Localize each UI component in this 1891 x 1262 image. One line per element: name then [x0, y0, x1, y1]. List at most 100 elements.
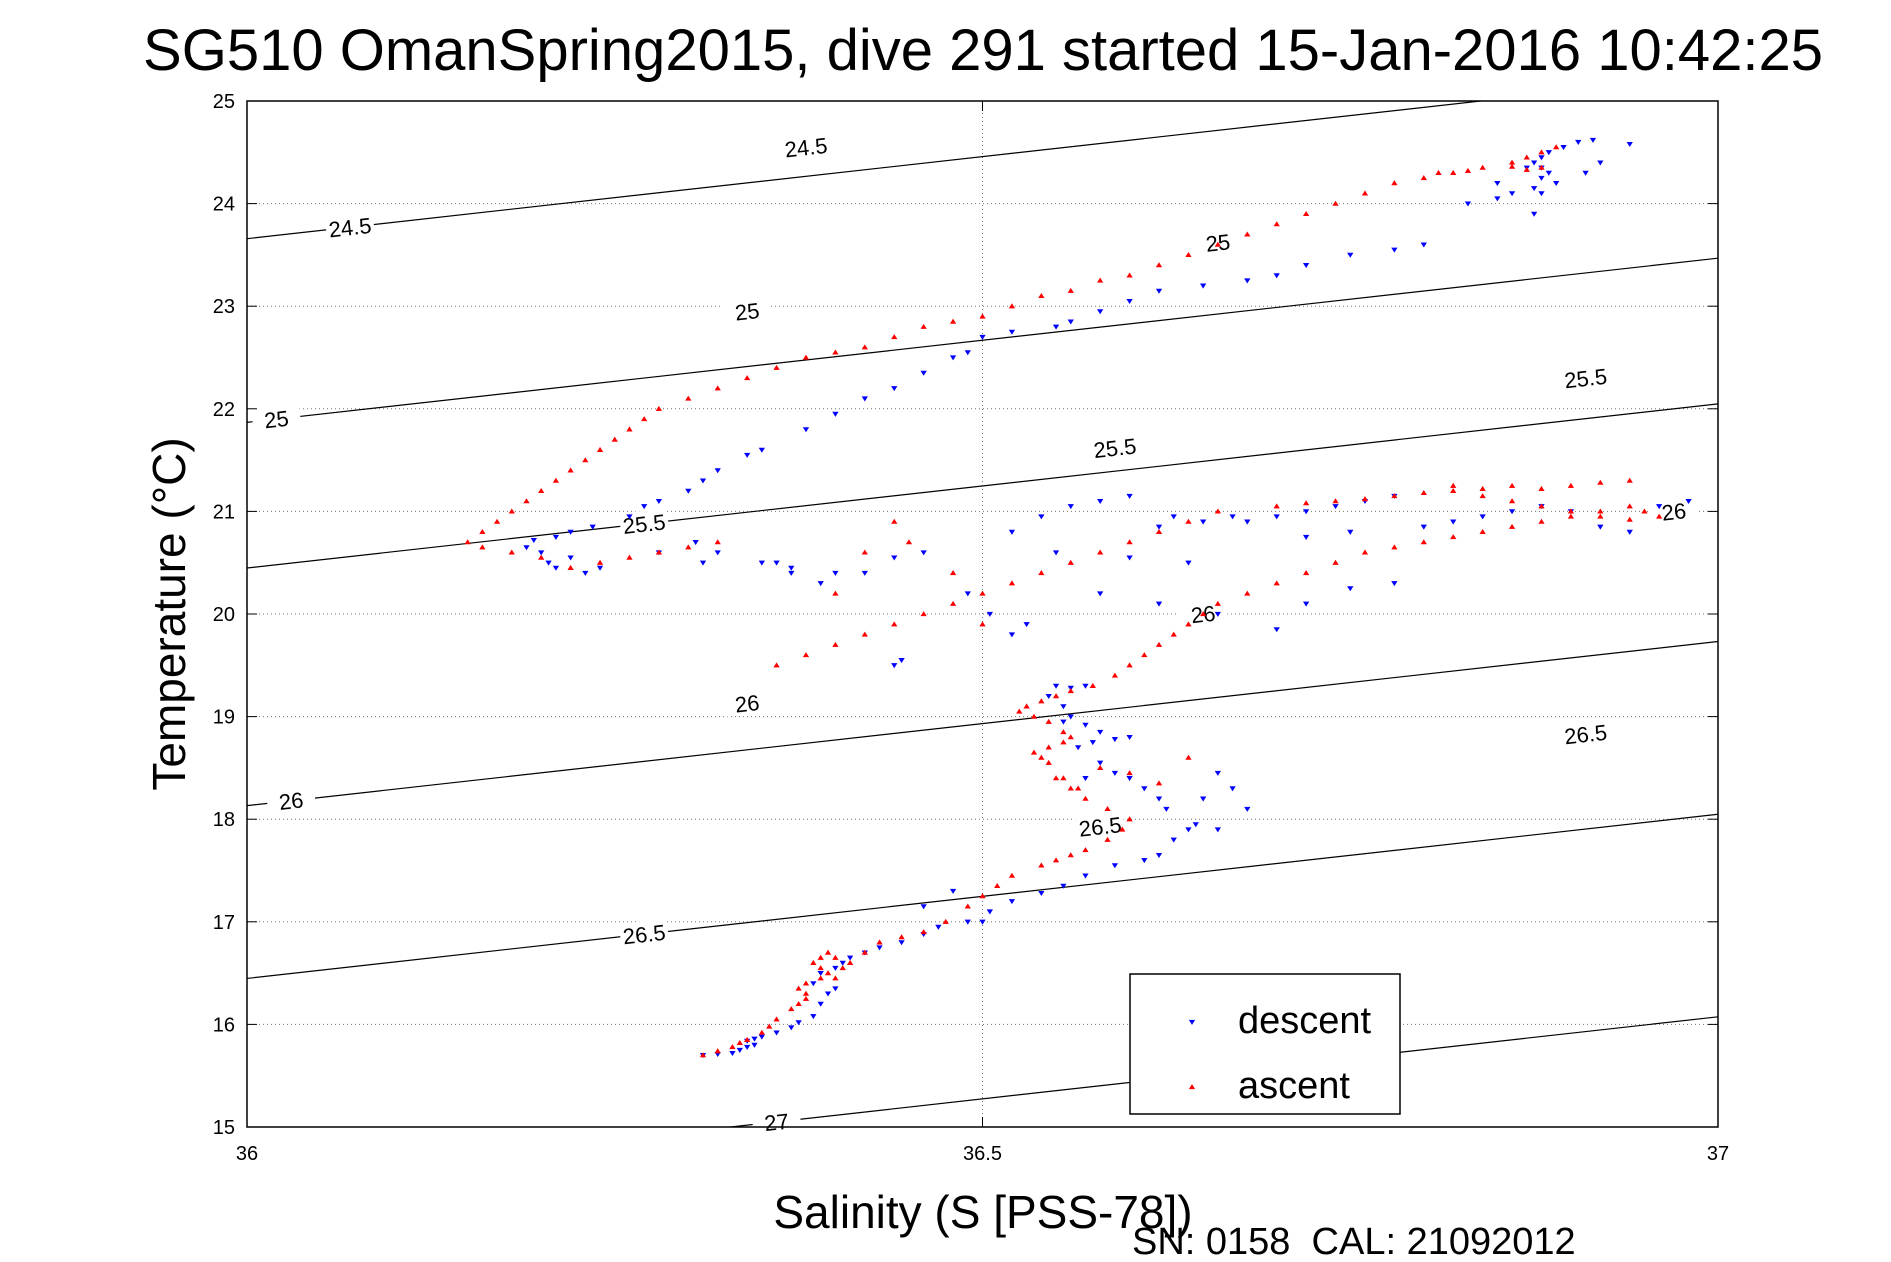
- descent-point: [1111, 737, 1119, 743]
- descent-point: [920, 550, 927, 556]
- ascent-point: [817, 975, 824, 981]
- descent-point: [979, 919, 986, 925]
- descent-point: [1111, 863, 1119, 869]
- ascent-point: [1361, 190, 1369, 196]
- ascent-point: [1450, 169, 1457, 175]
- descent-point: [1450, 519, 1457, 525]
- ascent-point: [1244, 590, 1251, 596]
- ascent-point: [1508, 482, 1516, 488]
- ascent-point: [1126, 816, 1133, 822]
- descent-point: [1060, 883, 1067, 889]
- ascent-point: [1126, 662, 1133, 668]
- ascent-point: [1045, 744, 1052, 750]
- ascent-point: [1038, 754, 1045, 760]
- ascent-point: [567, 467, 574, 473]
- density-contour-label: 26: [265, 785, 317, 815]
- ascent-point: [1214, 241, 1222, 247]
- ascent-point: [1804, 160, 1809, 164]
- ascent-point: [1420, 490, 1427, 496]
- descent-point: [758, 560, 765, 566]
- descent-point: [1538, 155, 1545, 161]
- descent-point: [523, 545, 530, 551]
- descent-point: [1008, 329, 1016, 335]
- legend-marker-triangle-down: [1188, 1019, 1196, 1025]
- descent-point: [641, 504, 648, 510]
- density-contour-label-text: 25: [263, 406, 290, 434]
- ascent-point: [641, 416, 648, 422]
- ascent-point: [1567, 508, 1575, 514]
- ascent-point: [1067, 785, 1074, 791]
- ascent-point: [758, 1029, 765, 1035]
- descent-point: [832, 411, 839, 417]
- ascent-point: [1067, 559, 1074, 565]
- descent-point: [861, 396, 868, 402]
- ascent-point: [1126, 770, 1133, 776]
- descent-point: [964, 919, 971, 925]
- ascent-point: [1089, 682, 1096, 688]
- descent-point: [861, 570, 868, 576]
- descent-point: [1185, 827, 1192, 833]
- ascent-point: [1302, 500, 1310, 506]
- descent-point: [1597, 524, 1604, 530]
- ascent-point: [1082, 795, 1089, 801]
- ascent-point: [979, 313, 986, 319]
- density-contour-label-bg: [265, 785, 317, 815]
- ascent-point: [1060, 739, 1067, 745]
- descent-point: [685, 488, 692, 494]
- density-contour-label-bg: [721, 295, 773, 325]
- data-points: [464, 137, 1809, 1059]
- density-contour-label-text: 26.5: [1563, 720, 1608, 750]
- descent-point: [1155, 796, 1163, 802]
- ascent-point: [1067, 688, 1074, 694]
- descent-point: [1052, 683, 1060, 689]
- descent-point: [1214, 611, 1222, 617]
- y-tick-label: 23: [213, 296, 235, 318]
- descent-point: [743, 1044, 751, 1050]
- descent-point: [1126, 776, 1133, 782]
- grid: [247, 101, 1718, 1127]
- descent-point: [1126, 298, 1133, 304]
- descent-point: [1420, 242, 1427, 248]
- ascent-point: [766, 1023, 773, 1029]
- ascent-point: [1214, 600, 1222, 606]
- ascent-point: [743, 375, 751, 381]
- descent-point: [1244, 519, 1251, 525]
- density-contour-label-bg: [618, 918, 670, 948]
- legend-label-ascent: ascent: [1238, 1065, 1350, 1107]
- descent-point: [1229, 514, 1236, 520]
- ascent-point: [1391, 544, 1398, 550]
- descent-point: [1038, 514, 1045, 520]
- legend-box: [1129, 973, 1401, 1115]
- descent-point: [788, 565, 795, 571]
- ascent-point: [1082, 847, 1089, 853]
- descent-point: [582, 570, 589, 576]
- density-contour-24.5: [247, 101, 1487, 240]
- descent-point: [1023, 622, 1030, 628]
- density-contour-label: 27: [751, 1106, 802, 1136]
- ascent-point: [861, 631, 868, 637]
- ascent-point: [1553, 144, 1560, 150]
- descent-point: [1464, 201, 1472, 207]
- descent-point: [1163, 806, 1170, 812]
- descent-point: [1560, 145, 1567, 151]
- descent-point: [758, 447, 765, 453]
- ascent-point: [729, 1044, 736, 1050]
- ascent-point: [839, 965, 846, 971]
- descent-point: [1589, 137, 1597, 143]
- descent-point: [1170, 837, 1177, 843]
- y-tick-label: 15: [213, 1117, 235, 1139]
- ascent-point: [1450, 487, 1457, 494]
- ascent-point: [1170, 631, 1177, 637]
- y-tick-label: 21: [213, 501, 235, 523]
- ascent-point: [1119, 826, 1126, 832]
- ascent-point: [832, 954, 839, 960]
- ascent-point: [832, 349, 839, 355]
- descent-point: [920, 370, 927, 376]
- descent-point: [1626, 529, 1633, 535]
- ascent-point: [1479, 485, 1486, 491]
- ascent-point: [1641, 508, 1648, 514]
- descent-point: [1082, 776, 1089, 782]
- descent-point: [1097, 729, 1104, 735]
- descent-point: [1391, 247, 1398, 253]
- descent-point: [1302, 601, 1310, 607]
